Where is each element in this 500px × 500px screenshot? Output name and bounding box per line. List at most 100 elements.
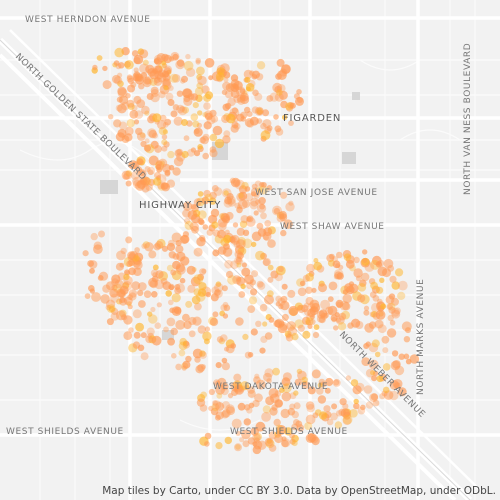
incident-point [251,231,262,242]
incident-point [274,273,283,282]
incident-point [161,145,168,152]
incident-point [138,83,145,90]
incident-point [193,198,202,207]
incident-point [223,71,231,79]
incident-point [249,200,259,210]
incident-point [197,363,206,372]
incident-point [267,239,276,248]
incident-point [235,444,241,450]
incident-point [332,378,341,387]
incident-point [118,62,125,69]
place-figarden: FIGARDEN [283,113,341,124]
incident-point [191,295,201,305]
incident-point [211,221,219,229]
incident-point [150,92,160,103]
incident-point [175,245,184,254]
incident-point [125,236,133,244]
incident-point [218,337,225,345]
incident-point [220,304,228,312]
incident-point [266,185,273,191]
incident-point [210,293,219,302]
incident-point [115,104,123,112]
incident-point [139,63,150,74]
incident-point [282,372,292,382]
incident-point [294,319,304,329]
incident-point [313,324,320,330]
incident-point [335,410,343,417]
incident-point [235,257,243,265]
incident-point [251,183,258,190]
incident-point [233,116,239,123]
incident-point [235,239,246,249]
incident-point [170,327,178,336]
incident-point [293,390,299,396]
incident-point [193,247,203,257]
incident-point [204,441,210,447]
incident-point [146,327,155,336]
incident-point [166,264,174,272]
incident-point [274,434,283,444]
label-shields-right: WEST SHIELDS AVENUE [230,427,348,437]
incident-point [361,357,371,366]
incident-point [203,189,211,198]
incident-point [88,285,95,292]
incident-point [280,100,288,109]
incident-point [208,405,214,412]
incident-point [397,280,408,291]
incident-point [387,265,395,272]
incident-point [382,347,389,354]
incident-point [280,408,290,419]
label-san-jose: WEST SAN JOSE AVENUE [255,188,378,198]
incident-point [200,391,208,399]
incident-point [369,291,377,299]
incident-point [254,106,264,116]
incident-point [90,232,98,241]
incident-point [124,133,133,142]
incident-point [148,250,157,259]
incident-point [165,290,172,297]
incident-point [145,64,155,74]
incident-point [183,60,194,71]
incident-point [242,440,250,448]
incident-point [338,408,346,416]
incident-point [162,129,168,135]
incident-point [323,405,331,413]
label-marks: NORTH MARKS AVENUE [416,279,426,395]
incident-point [144,138,150,144]
incident-point [133,331,141,339]
incident-point [318,411,328,420]
incident-point [203,338,210,345]
incident-point [309,318,316,325]
incident-point [82,250,89,257]
incident-point [256,186,263,193]
incident-point [343,253,352,261]
incident-point [236,252,244,260]
incident-point [262,109,270,117]
incident-point [133,252,144,262]
incident-point [286,321,296,331]
incident-point [187,210,198,220]
incident-point [397,387,407,397]
incident-point [347,322,354,329]
incident-point [135,74,144,82]
incident-point [244,118,254,128]
diagonal-highway [0,29,481,500]
incident-point [182,313,190,322]
incident-point [279,213,288,222]
incident-point [119,296,126,303]
incident-point [202,224,209,230]
incident-point [303,308,312,316]
incident-point [215,442,223,450]
incident-point [169,73,179,83]
incident-point [184,220,194,230]
incident-point [240,215,249,224]
incident-point [274,125,282,133]
incident-point [289,102,296,109]
incident-point [260,252,267,260]
incident-point [185,53,191,60]
incident-point [223,304,231,312]
incident-point [278,90,288,100]
incident-point [178,106,188,116]
